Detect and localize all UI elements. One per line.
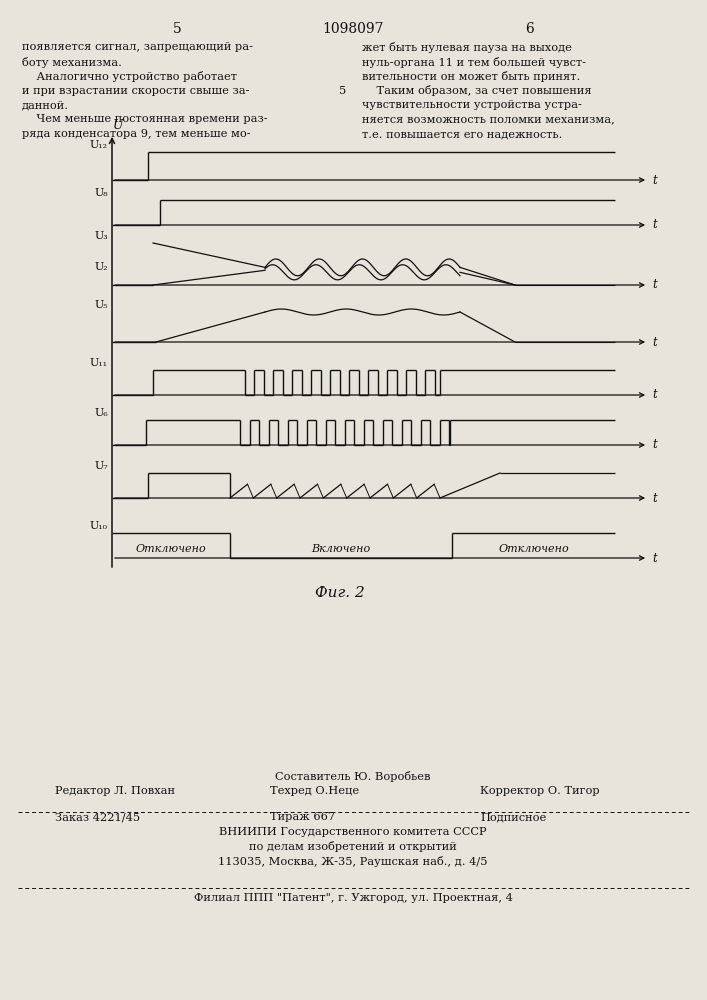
Text: Фиг. 2: Фиг. 2 — [315, 586, 365, 600]
Text: няется возможность поломки механизма,: няется возможность поломки механизма, — [362, 114, 615, 124]
Text: чувствительности устройства устра-: чувствительности устройства устра- — [362, 100, 582, 110]
Text: т.е. повышается его надежность.: т.е. повышается его надежность. — [362, 129, 562, 139]
Text: Филиал ППП "Патент", г. Ужгород, ул. Проектная, 4: Филиал ППП "Патент", г. Ужгород, ул. Про… — [194, 893, 513, 903]
Text: по делам изобретений и открытий: по делам изобретений и открытий — [249, 841, 457, 852]
Text: U₅: U₅ — [94, 300, 108, 310]
Text: Заказ 4221/45: Заказ 4221/45 — [55, 812, 140, 822]
Text: U₁₁: U₁₁ — [90, 358, 108, 368]
Text: появляется сигнал, запрещающий ра-: появляется сигнал, запрещающий ра- — [22, 42, 253, 52]
Text: 5: 5 — [339, 86, 346, 96]
Text: 6: 6 — [525, 22, 534, 36]
Text: Составитель Ю. Воробьев: Составитель Ю. Воробьев — [275, 771, 431, 782]
Text: t: t — [652, 491, 657, 504]
Text: вительности он может быть принят.: вительности он может быть принят. — [362, 71, 580, 82]
Text: ВНИИПИ Государственного комитета СССР: ВНИИПИ Государственного комитета СССР — [219, 827, 486, 837]
Text: U₁₀: U₁₀ — [90, 521, 108, 531]
Text: Корректор О. Тигор: Корректор О. Тигор — [480, 786, 600, 796]
Text: данной.: данной. — [22, 100, 69, 110]
Text: U₇: U₇ — [94, 461, 108, 471]
Text: 5: 5 — [173, 22, 182, 36]
Text: U: U — [113, 119, 124, 132]
Text: U₈: U₈ — [94, 188, 108, 198]
Text: t: t — [652, 438, 657, 452]
Text: жет быть нулевая пауза на выходе: жет быть нулевая пауза на выходе — [362, 42, 572, 53]
Text: t: t — [652, 174, 657, 186]
Text: t: t — [652, 336, 657, 349]
Text: Отключено: Отключено — [498, 544, 569, 554]
Text: t: t — [652, 278, 657, 292]
Text: Таким образом, за счет повышения: Таким образом, за счет повышения — [362, 86, 592, 97]
Text: U₆: U₆ — [94, 408, 108, 418]
Text: t: t — [652, 219, 657, 232]
Text: 113035, Москва, Ж-35, Раушская наб., д. 4/5: 113035, Москва, Ж-35, Раушская наб., д. … — [218, 856, 488, 867]
Text: ряда конденсатора 9, тем меньше мо-: ряда конденсатора 9, тем меньше мо- — [22, 129, 250, 139]
Text: Аналогично устройство работает: Аналогично устройство работает — [22, 71, 237, 82]
Text: U₁₂: U₁₂ — [90, 140, 108, 150]
Text: Редактор Л. Повхан: Редактор Л. Повхан — [55, 786, 175, 796]
Text: Подписное: Подписное — [480, 812, 547, 822]
Text: 1098097: 1098097 — [322, 22, 384, 36]
Text: Тираж 667: Тираж 667 — [270, 812, 335, 822]
Text: нуль-органа 11 и тем большей чувст-: нуль-органа 11 и тем большей чувст- — [362, 56, 586, 68]
Text: боту механизма.: боту механизма. — [22, 56, 122, 68]
Text: и при взрастании скорости свыше за-: и при взрастании скорости свыше за- — [22, 86, 250, 96]
Text: t: t — [652, 552, 657, 564]
Text: U₃: U₃ — [94, 231, 108, 241]
Text: Включено: Включено — [311, 544, 370, 554]
Text: Чем меньше постоянная времени раз-: Чем меньше постоянная времени раз- — [22, 114, 268, 124]
Text: Отключено: Отключено — [136, 544, 206, 554]
Text: U₂: U₂ — [94, 262, 108, 272]
Text: t: t — [652, 388, 657, 401]
Text: Техред О.Неце: Техред О.Неце — [270, 786, 359, 796]
